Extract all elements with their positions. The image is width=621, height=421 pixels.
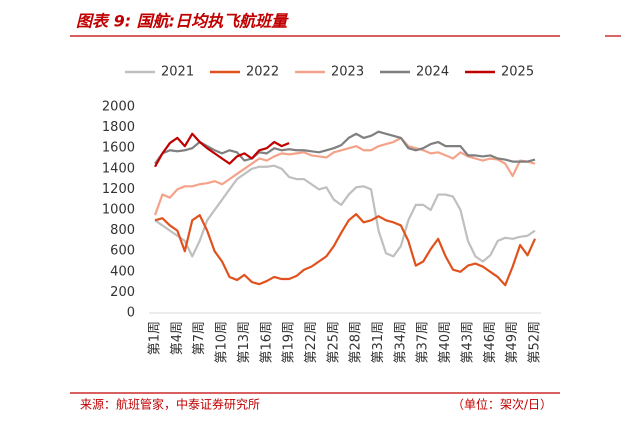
source: 来源：航班管家，中泰证券研究所	[80, 397, 260, 412]
x-tick-label: 第49周	[505, 321, 520, 364]
x-tick-label: 第4周	[170, 321, 185, 355]
series-line	[154, 164, 536, 263]
legend-label: 2022	[246, 65, 279, 80]
x-tick-label: 第43周	[460, 321, 475, 364]
y-tick-label: 1800	[102, 120, 135, 135]
y-tick-label: 2000	[102, 100, 135, 115]
x-tick-label: 第31周	[371, 321, 386, 364]
x-tick-label: 第19周	[282, 321, 297, 364]
y-tick-label: 0	[127, 306, 135, 321]
x-tick-label: 第37周	[416, 321, 431, 364]
x-tick-label: 第25周	[326, 321, 341, 364]
y-tick-label: 400	[110, 264, 135, 279]
x-tick-label: 第34周	[393, 321, 408, 364]
series-line	[153, 136, 536, 216]
x-tick-label: 第10周	[215, 321, 230, 364]
x-tick-label: 第46周	[483, 321, 498, 364]
legend-label: 2024	[416, 65, 449, 80]
unit: （单位：架次/日）	[452, 397, 552, 412]
series-line	[154, 213, 537, 287]
y-tick-label: 600	[110, 244, 135, 259]
y-tick-label: 1400	[102, 161, 135, 176]
x-tick-label: 第40周	[438, 321, 453, 364]
x-tick-label: 第13周	[237, 321, 252, 364]
y-tick-label: 200	[110, 285, 135, 300]
y-tick-label: 1600	[102, 141, 135, 156]
x-tick-label: 第22周	[304, 321, 319, 364]
y-tick-label: 1000	[102, 203, 135, 218]
x-tick-label: 第7周	[192, 321, 207, 355]
series-line	[154, 130, 536, 165]
x-tick-label: 第1周	[148, 321, 163, 355]
x-tick-label: 第52周	[528, 321, 543, 364]
y-tick-label: 800	[110, 223, 135, 238]
y-tick-label: 1200	[102, 182, 135, 197]
x-tick-label: 第16周	[259, 321, 274, 364]
legend-label: 2025	[501, 65, 534, 80]
chart-title: 图表 9: 国航:日均执飞航班量	[76, 12, 289, 31]
legend-label: 2021	[161, 65, 194, 80]
legend-label: 2023	[331, 65, 364, 80]
x-tick-label: 第28周	[349, 321, 364, 364]
series-line	[154, 132, 290, 168]
